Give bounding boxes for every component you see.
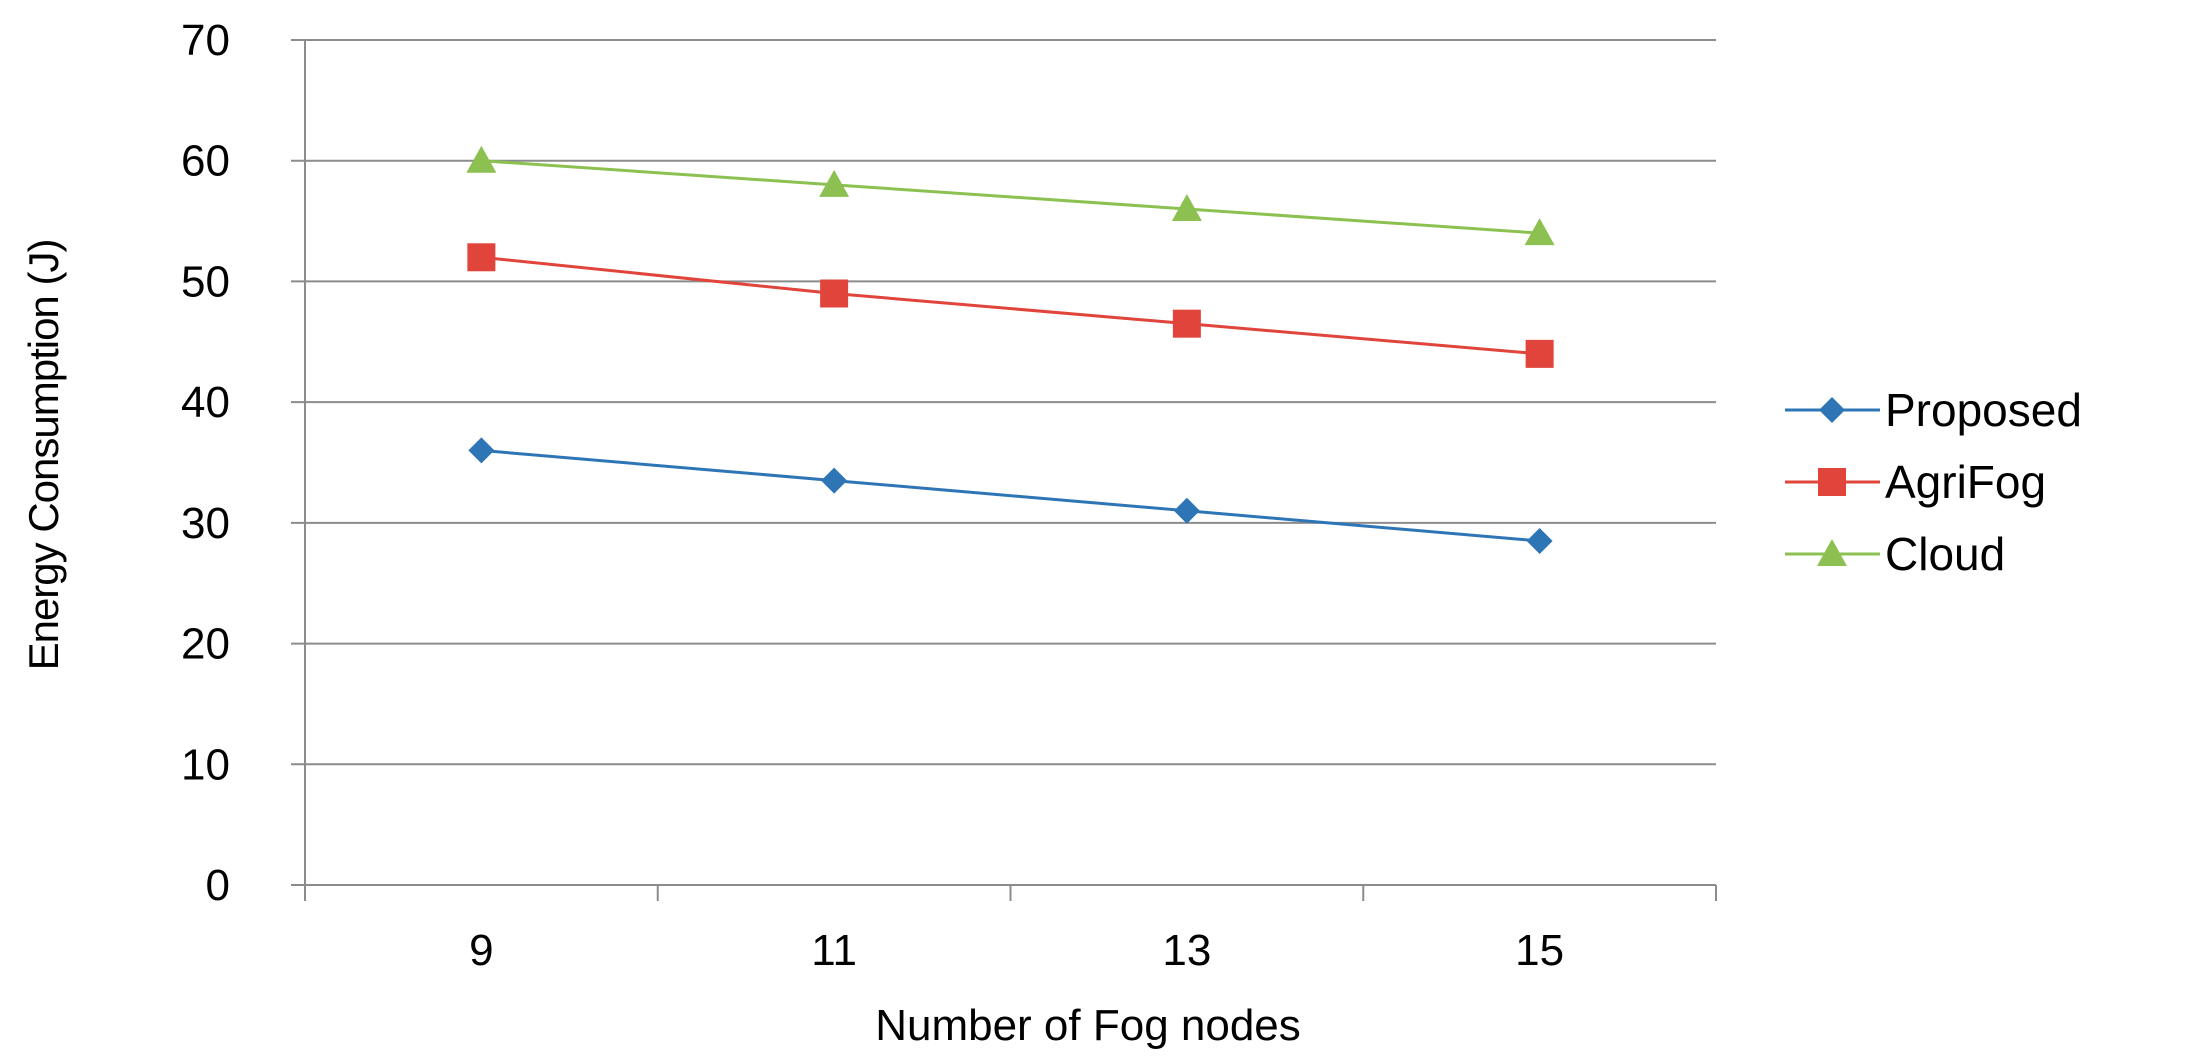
data-point bbox=[1524, 218, 1555, 246]
data-point bbox=[1525, 339, 1554, 368]
legend-label: Proposed bbox=[1885, 384, 2082, 436]
legend-marker bbox=[1817, 539, 1847, 566]
y-tick-label: 50 bbox=[181, 257, 230, 306]
y-tick-labels: 0 10 20 30 40 50 60 70 bbox=[181, 16, 230, 910]
x-tick-label: 11 bbox=[811, 926, 857, 975]
y-tick-label: 40 bbox=[181, 378, 230, 427]
y-tick-label: 20 bbox=[181, 620, 230, 669]
series-group bbox=[466, 145, 1555, 554]
series-line bbox=[481, 448, 1540, 543]
data-point bbox=[468, 437, 495, 464]
x-axis-label: Number of Fog nodes bbox=[875, 1001, 1301, 1050]
legend-item-agrifog: AgriFog bbox=[1785, 456, 2046, 508]
legend-item-proposed: Proposed bbox=[1785, 384, 2082, 436]
x-tick-label: 15 bbox=[1515, 926, 1564, 975]
legend-marker bbox=[1819, 397, 1845, 423]
x-tick-label: 13 bbox=[1162, 926, 1211, 975]
axes bbox=[291, 40, 1717, 901]
y-tick-label: 0 bbox=[206, 861, 230, 910]
series-cloud bbox=[466, 145, 1555, 246]
x-tick-labels: 9 11 13 15 bbox=[469, 926, 1564, 975]
legend-label: Cloud bbox=[1885, 528, 2005, 580]
y-tick-label: 60 bbox=[181, 137, 230, 186]
series-proposed bbox=[468, 437, 1553, 554]
data-point bbox=[1171, 194, 1202, 221]
data-point bbox=[1526, 527, 1553, 554]
y-tick-label: 30 bbox=[181, 499, 230, 548]
series-line bbox=[481, 255, 1540, 356]
data-point bbox=[820, 279, 849, 308]
series-agrifog bbox=[467, 243, 1554, 368]
data-point bbox=[1172, 309, 1201, 338]
legend-label: AgriFog bbox=[1885, 456, 2046, 508]
y-tick-label: 10 bbox=[181, 740, 230, 789]
data-point bbox=[821, 467, 848, 494]
data-point bbox=[466, 145, 497, 173]
data-point bbox=[1173, 497, 1200, 524]
y-axis-label: Energy Consumption (J) bbox=[20, 240, 67, 671]
data-point bbox=[467, 243, 496, 272]
gridlines bbox=[291, 39, 1716, 766]
legend-item-cloud: Cloud bbox=[1785, 528, 2005, 580]
legend: Proposed AgriFog Cloud bbox=[1785, 384, 2082, 580]
series-line bbox=[481, 159, 1540, 235]
legend-marker bbox=[1818, 468, 1846, 496]
x-tick-label: 9 bbox=[469, 926, 493, 975]
data-point bbox=[819, 169, 850, 197]
y-tick-label: 70 bbox=[181, 16, 230, 65]
